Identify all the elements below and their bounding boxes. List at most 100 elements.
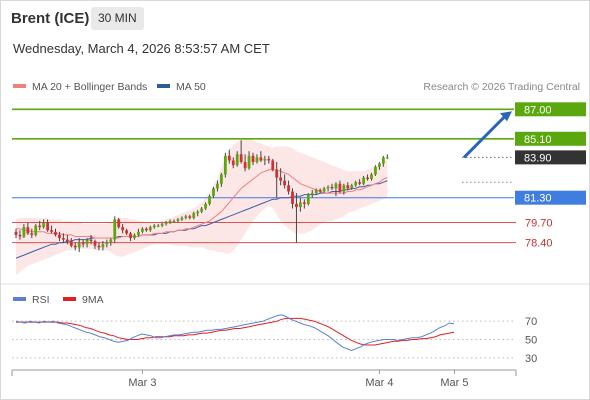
candle-body (291, 191, 294, 204)
candle-body (113, 219, 117, 240)
legend-swatch (13, 84, 26, 88)
candle-body (97, 245, 101, 248)
candle-body (200, 208, 204, 212)
candle-body (152, 225, 156, 228)
candle-body (370, 174, 373, 180)
candle-body (184, 216, 188, 218)
candle-body (121, 227, 125, 231)
candle-body (216, 183, 219, 189)
price-tag-87.00 (515, 102, 586, 117)
candle-body (26, 227, 30, 234)
candle-body (326, 186, 330, 189)
candle-body (346, 185, 350, 189)
rsi-tick-label: 50 (525, 335, 537, 347)
candle-body (172, 220, 176, 222)
candle-body (362, 177, 365, 184)
candle-body (89, 239, 93, 242)
candle-body (306, 194, 310, 204)
chart-header: Brent (ICE) 30 MIN (0, 0, 590, 36)
interval-badge[interactable]: 30 MIN (91, 7, 144, 30)
rsi-tick-label: 30 (525, 353, 537, 365)
legend-swatch (63, 297, 76, 301)
candle-body (314, 189, 318, 194)
candle-body (271, 160, 275, 170)
candle-body (34, 225, 38, 235)
candle-body (366, 177, 369, 180)
price-tag-85.10 (515, 131, 586, 146)
candle-body (227, 155, 231, 161)
candle-body (109, 239, 113, 243)
candle-body (176, 219, 180, 221)
candle-body (334, 183, 338, 189)
candle-body (168, 220, 172, 223)
time-tick-label: Mar 3 (128, 377, 156, 389)
candle-body (358, 182, 362, 184)
candle-body (385, 157, 389, 159)
candle-body (267, 158, 271, 161)
legend-label: MA 50 (176, 81, 206, 93)
candle-body (14, 231, 18, 235)
rsi-tick-label: 70 (525, 316, 537, 328)
candle-body (208, 196, 211, 204)
forecast-arrowhead (500, 111, 512, 122)
candle-body (283, 180, 286, 186)
legend-label: 9MA (82, 294, 104, 306)
legend-label: MA 20 + Bollinger Bands (32, 81, 147, 93)
price-tag-83.90 (515, 150, 586, 165)
level-label: 78.40 (525, 238, 553, 250)
candle-body (287, 185, 290, 192)
legend-label: RSI (32, 294, 50, 306)
candle-body (374, 166, 377, 175)
timestamp: Wednesday, March 4, 2026 8:53:57 AM CET (13, 41, 270, 56)
candle-body (188, 216, 192, 218)
level-label: 79.70 (525, 218, 553, 230)
candle-body (101, 244, 105, 248)
candle-body (322, 188, 326, 192)
candle-body (137, 231, 140, 235)
candle-body (279, 177, 283, 181)
candle-body (310, 193, 314, 195)
price-tag-label: 87.00 (524, 104, 552, 116)
candle-body (18, 234, 22, 237)
candle-body (62, 238, 65, 240)
candle-body (378, 163, 381, 167)
attribution: Research © 2026 Trading Central (423, 81, 580, 93)
time-tick-label: Mar 5 (440, 377, 468, 389)
candle-body (93, 241, 97, 246)
candle-body (350, 185, 354, 189)
legend-swatch (157, 84, 170, 88)
rsi-ma9-line (16, 317, 455, 346)
candle-body (85, 239, 89, 245)
candle-body (22, 227, 26, 237)
forecast-arrow (462, 114, 508, 159)
candle-body (129, 233, 132, 239)
bollinger-band (16, 138, 388, 276)
candle-body (247, 155, 251, 169)
candle-body (42, 222, 46, 228)
ma20-line (16, 169, 388, 239)
price-tag-label: 83.90 (524, 152, 552, 164)
candle-body (231, 160, 235, 166)
candle-body (141, 228, 144, 232)
candle-body (58, 234, 61, 239)
candle-body (144, 228, 148, 231)
candle-body (342, 185, 346, 192)
candle-body (295, 203, 298, 208)
candle-body (299, 202, 302, 208)
candle-body (69, 241, 73, 246)
symbol-title: Brent (ICE) (11, 10, 90, 27)
candle-body (259, 157, 263, 161)
candle-body (50, 230, 53, 232)
candle-body (77, 242, 81, 248)
candle-body (65, 239, 69, 242)
candle-body (160, 224, 164, 226)
candle-body (338, 183, 342, 192)
candle-body (156, 225, 160, 227)
candle-body (354, 182, 358, 186)
candle-body (223, 155, 227, 175)
candle-body (125, 230, 128, 234)
legend-swatch (13, 297, 26, 301)
candle-body (330, 186, 334, 189)
candle-body (117, 219, 121, 228)
